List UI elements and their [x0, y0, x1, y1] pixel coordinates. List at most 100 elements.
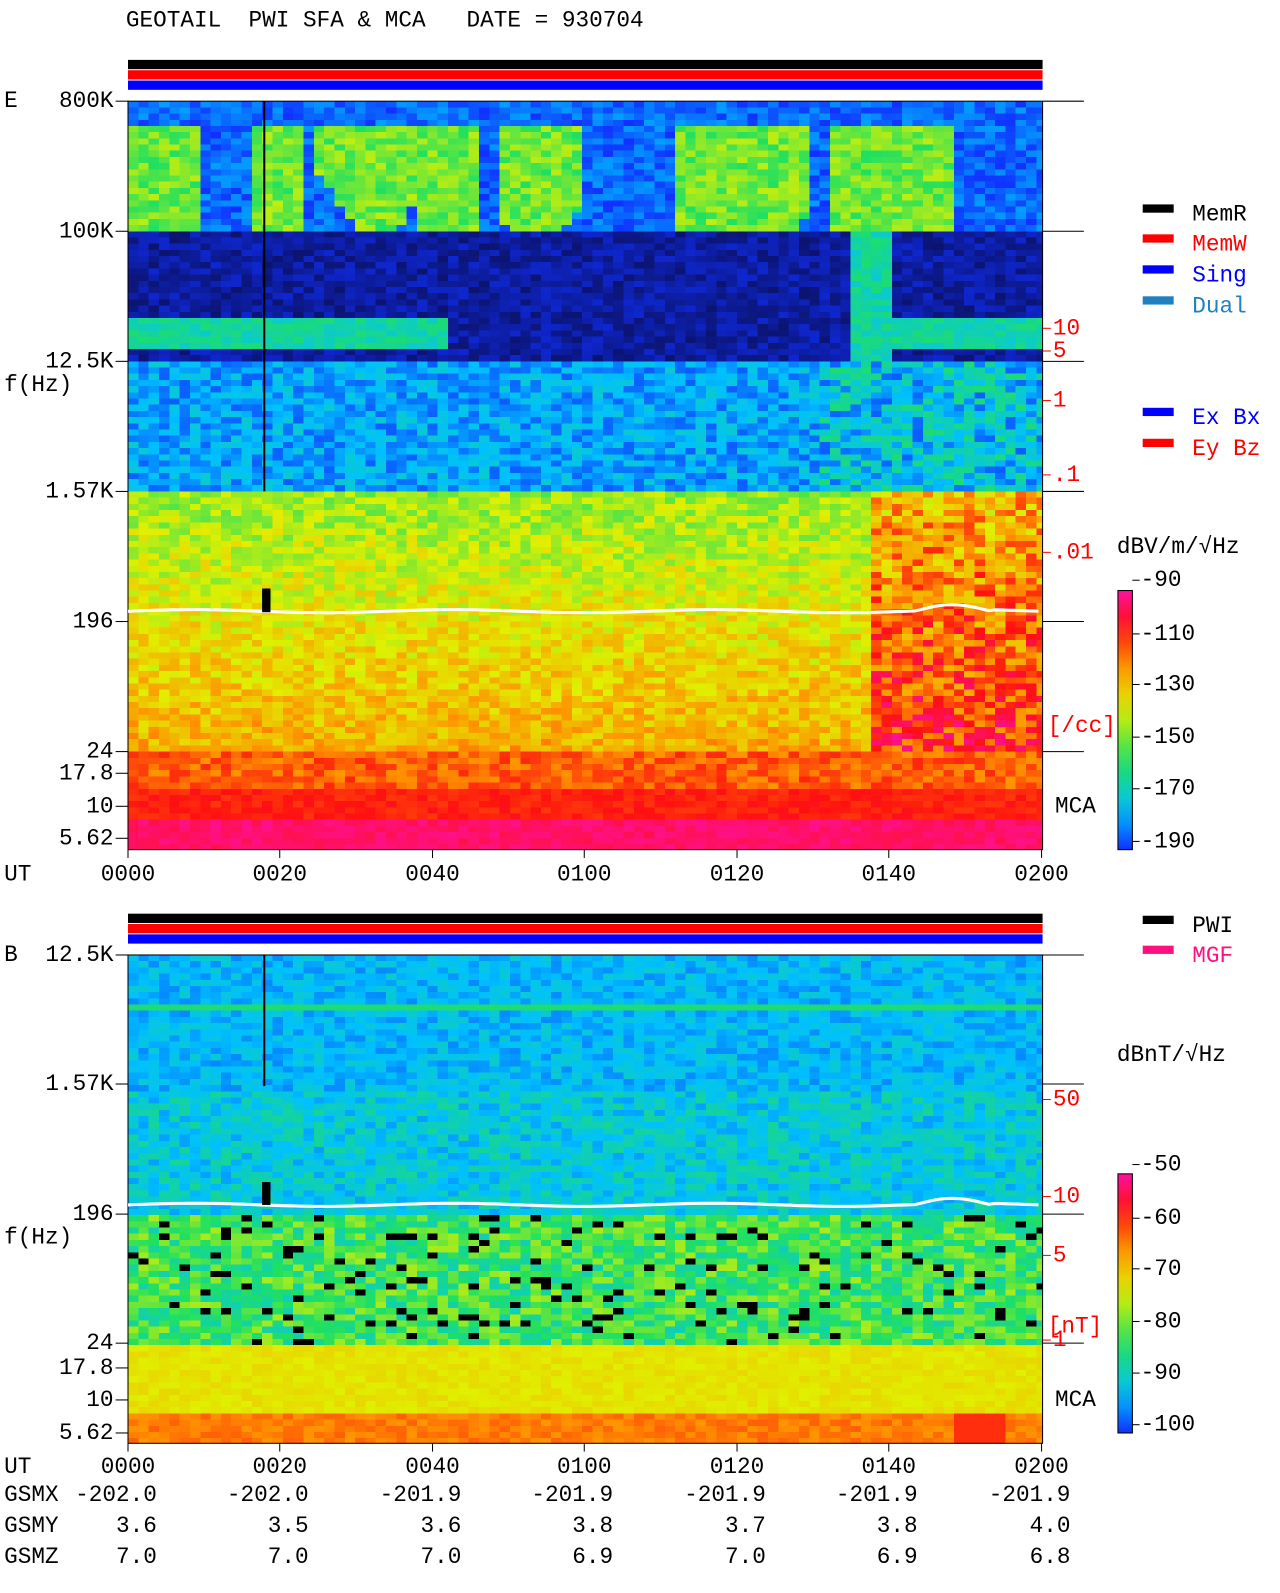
spectrogram-cell: [1036, 429, 1043, 436]
spectrogram-cell: [747, 398, 758, 405]
spectrogram-cell: [1026, 373, 1037, 380]
spectrogram-cell: [592, 410, 603, 418]
spectrogram-cell: [974, 429, 985, 436]
spectrogram-cell: [417, 435, 428, 442]
spectrogram-cell: [179, 324, 190, 331]
spectrogram-cell: [158, 317, 170, 325]
spectrogram-cell: [654, 132, 665, 139]
spectrogram-cell: [241, 448, 252, 455]
spectrogram-cell: [571, 311, 583, 318]
spectrogram-cell: [664, 280, 676, 288]
spectrogram-cell: [695, 429, 707, 436]
spectrogram-cell: [128, 379, 139, 387]
spectrogram-cell: [623, 280, 634, 288]
spectrogram-cell: [448, 398, 459, 405]
spectrogram-cell: [303, 169, 314, 176]
spectrogram-cell: [458, 243, 469, 250]
spectrogram-cell: [468, 125, 479, 133]
spectrogram-cell: [282, 317, 294, 325]
spectrogram-cell: [695, 132, 707, 139]
spectrogram-cell: [685, 429, 696, 436]
spectrogram-cell: [148, 435, 159, 442]
spectrogram-cell: [860, 218, 872, 226]
spectrogram-cell: [251, 206, 263, 213]
spectrogram-cell: [220, 256, 232, 263]
spectrogram-cell: [334, 150, 345, 157]
spectrogram-cell: [654, 361, 665, 368]
spectrogram-cell: [798, 423, 810, 430]
spectrogram-cell: [179, 225, 190, 232]
spectrogram-cell: [685, 150, 696, 157]
spectrogram-cell: [427, 169, 438, 176]
spectrogram-cell: [262, 373, 273, 380]
spectrogram-cell: [375, 144, 387, 151]
spectrogram-cell: [293, 417, 304, 424]
spectrogram-cell: [231, 169, 242, 176]
spectrogram-cell: [262, 330, 273, 337]
spectrogram-cell: [592, 293, 603, 300]
spectrogram-cell: [365, 336, 376, 343]
spectrogram-cell: [251, 448, 263, 455]
spectrogram-cell: [427, 163, 438, 170]
spectrogram-cell: [458, 324, 469, 331]
spectrogram-cell: [1026, 268, 1037, 275]
spectrogram-cell: [251, 355, 263, 362]
spectrogram-cell: [158, 156, 170, 164]
spectrogram-cell: [840, 367, 851, 374]
spectrogram-cell: [220, 138, 232, 145]
spectrogram-cell: [396, 317, 407, 325]
spectrogram-cell: [623, 231, 634, 238]
spectrogram-cell: [995, 187, 1006, 195]
spectrogram-cell: [840, 150, 851, 157]
spectrogram-cell: [128, 243, 139, 250]
spectrogram-cell: [819, 150, 830, 157]
spectrogram-cell: [809, 150, 820, 157]
spectrogram-cell: [912, 107, 923, 114]
spectrogram-cell: [509, 249, 521, 257]
spectrogram-cell: [768, 262, 779, 269]
spectrogram-cell: [726, 404, 738, 411]
spectrogram-cell: [633, 194, 645, 201]
spectrogram-cell: [189, 194, 201, 201]
spectrogram-cell: [262, 163, 273, 170]
spectrogram-cell: [933, 225, 944, 232]
spectrogram-cell: [768, 386, 779, 393]
spectrogram-cell: [417, 187, 428, 195]
spectrogram-cell: [768, 156, 779, 164]
spectrogram-cell: [251, 268, 263, 275]
spectrogram-cell: [964, 169, 975, 176]
spectrogram-cell: [881, 150, 892, 157]
spectrogram-cell: [829, 237, 841, 244]
spectrogram-cell: [417, 398, 428, 405]
spectrogram-cell: [355, 435, 366, 442]
spectrogram-cell: [902, 256, 913, 263]
spectrogram-cell: [902, 441, 913, 449]
spectrogram-cell: [365, 361, 376, 368]
spectrogram-cell: [179, 256, 190, 263]
spectrogram-cell: [737, 256, 748, 263]
spectrogram-cell: [272, 305, 283, 312]
spectrogram-cell: [850, 336, 861, 343]
spectrogram-cell: [561, 206, 572, 213]
spectrogram-cell: [623, 169, 634, 176]
spectrogram-cell: [200, 429, 211, 436]
spectrogram-cell: [571, 262, 583, 269]
spectrogram-cell: [417, 262, 428, 269]
spectrogram-cell: [1036, 200, 1043, 207]
spectrogram-cell: [737, 163, 748, 170]
spectrogram-cell: [871, 324, 882, 331]
spectrogram-cell: [891, 256, 903, 263]
spectrogram-cell: [262, 249, 273, 257]
spectrogram-cell: [468, 367, 479, 374]
spectrogram-cell: [293, 237, 304, 244]
spectrogram-cell: [1015, 187, 1027, 195]
spectrogram-cell: [726, 392, 738, 399]
spectrogram-cell: [427, 398, 438, 405]
spectrogram-cell: [571, 175, 583, 182]
spectrogram-cell: [840, 144, 851, 151]
spectrogram-cell: [417, 212, 428, 219]
spectrogram-cell: [953, 355, 965, 362]
spectrogram-cell: [695, 119, 707, 126]
spectrogram-cell: [231, 448, 242, 455]
spectrogram-cell: [169, 342, 180, 349]
